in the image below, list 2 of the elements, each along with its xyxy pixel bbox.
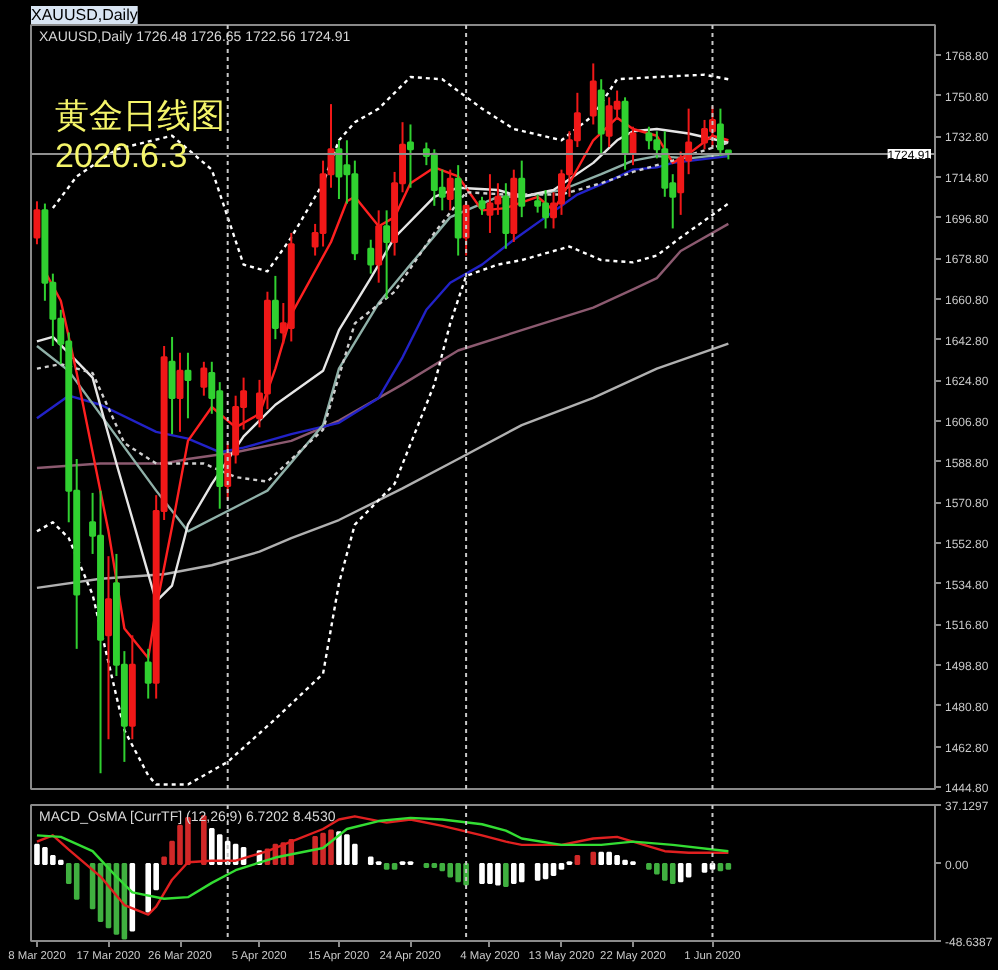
annotation: 黄金日线图 (55, 97, 225, 135)
chart-title: XAUUSD,Daily (31, 6, 138, 24)
